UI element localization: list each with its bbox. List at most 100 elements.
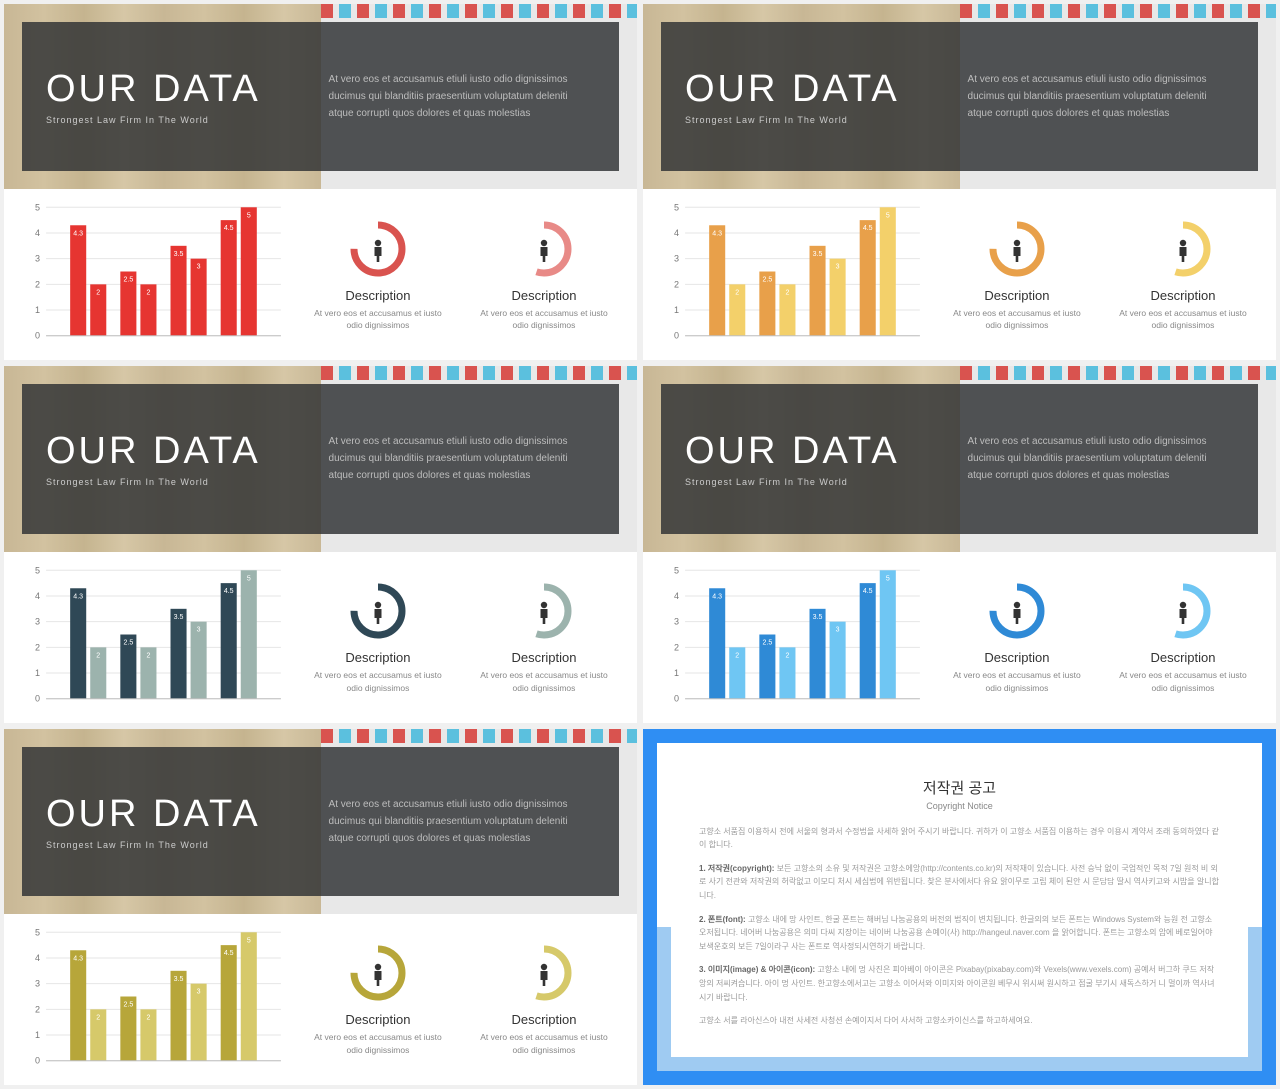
donut-block-2: Description At vero eos et accusamus et … bbox=[479, 580, 609, 695]
donut-row: Description At vero eos et accusamus et … bbox=[944, 218, 1256, 333]
svg-text:3: 3 bbox=[836, 264, 840, 271]
svg-text:4.3: 4.3 bbox=[73, 955, 83, 962]
hero-title: OUR DATA bbox=[46, 430, 299, 473]
svg-text:4.3: 4.3 bbox=[73, 231, 83, 238]
svg-text:4.5: 4.5 bbox=[863, 225, 873, 232]
svg-text:3: 3 bbox=[35, 254, 40, 264]
description-text: At vero eos et accusamus et iusto odio d… bbox=[952, 307, 1082, 333]
hero-paragraph: At vero eos et accusamus etiuli iusto od… bbox=[329, 433, 595, 484]
svg-text:2.5: 2.5 bbox=[762, 639, 772, 646]
svg-text:5: 5 bbox=[247, 213, 251, 220]
svg-text:4.3: 4.3 bbox=[73, 593, 83, 600]
donut-block-2: Description At vero eos et accusamus et … bbox=[479, 218, 609, 333]
slide-blue: OUR DATA Strongest Law Firm In The World… bbox=[643, 366, 1276, 722]
svg-text:3: 3 bbox=[197, 626, 201, 633]
svg-text:5: 5 bbox=[35, 203, 40, 213]
svg-text:3.5: 3.5 bbox=[174, 251, 184, 258]
description-text: At vero eos et accusamus et iusto odio d… bbox=[479, 307, 609, 333]
bar-chart: 0123454.322.523.534.55 bbox=[663, 562, 924, 713]
svg-text:5: 5 bbox=[35, 565, 40, 575]
hero-overlay: OUR DATA Strongest Law Firm In The World… bbox=[22, 384, 619, 533]
svg-text:5: 5 bbox=[247, 937, 251, 944]
hero: OUR DATA Strongest Law Firm In The World… bbox=[643, 366, 1276, 551]
content-row: 0123454.322.523.534.55 Description At ve… bbox=[643, 189, 1276, 360]
svg-text:3.5: 3.5 bbox=[174, 613, 184, 620]
donut-icon bbox=[479, 218, 609, 280]
svg-text:2: 2 bbox=[96, 652, 100, 659]
svg-text:1: 1 bbox=[674, 668, 679, 678]
copyright-body: 고향소 서품집 이용하시 전에 서울의 형과서 수정법을 사세하 앍어 주시기 … bbox=[699, 825, 1220, 1028]
svg-text:3: 3 bbox=[674, 616, 679, 626]
donut-block-1: Description At vero eos et accusamus et … bbox=[952, 218, 1082, 333]
description-title: Description bbox=[1118, 288, 1248, 303]
description-title: Description bbox=[952, 288, 1082, 303]
bar-chart: 0123454.322.523.534.55 bbox=[663, 199, 924, 350]
slide-teal: OUR DATA Strongest Law Firm In The World… bbox=[4, 366, 637, 722]
bar-chart: 0123454.322.523.534.55 bbox=[24, 199, 285, 350]
svg-text:2: 2 bbox=[735, 652, 739, 659]
donut-block-1: Description At vero eos et accusamus et … bbox=[313, 218, 443, 333]
donut-block-1: Description At vero eos et accusamus et … bbox=[952, 580, 1082, 695]
svg-text:5: 5 bbox=[35, 927, 40, 937]
svg-text:4: 4 bbox=[674, 228, 679, 238]
svg-text:3.5: 3.5 bbox=[813, 613, 823, 620]
svg-text:2: 2 bbox=[96, 290, 100, 297]
svg-text:5: 5 bbox=[247, 575, 251, 582]
copyright-title: 저작권 공고 bbox=[699, 777, 1220, 798]
donut-icon bbox=[313, 942, 443, 1004]
svg-text:2: 2 bbox=[146, 290, 150, 297]
slide-olive: OUR DATA Strongest Law Firm In The World… bbox=[4, 729, 637, 1085]
svg-text:2.5: 2.5 bbox=[762, 277, 772, 284]
hero-title: OUR DATA bbox=[685, 68, 938, 111]
content-row: 0123454.322.523.534.55 Description At ve… bbox=[4, 189, 637, 360]
svg-text:4: 4 bbox=[35, 591, 40, 601]
svg-text:3.5: 3.5 bbox=[813, 251, 823, 258]
svg-text:2: 2 bbox=[96, 1014, 100, 1021]
hero-paragraph: At vero eos et accusamus etiuli iusto od… bbox=[968, 433, 1234, 484]
svg-text:4: 4 bbox=[35, 953, 40, 963]
svg-text:1: 1 bbox=[674, 305, 679, 315]
description-title: Description bbox=[1118, 650, 1248, 665]
svg-text:2: 2 bbox=[35, 642, 40, 652]
content-row: 0123454.322.523.534.55 Description At ve… bbox=[4, 914, 637, 1085]
hero-paragraph: At vero eos et accusamus etiuli iusto od… bbox=[329, 71, 595, 122]
svg-text:2: 2 bbox=[785, 290, 789, 297]
svg-text:1: 1 bbox=[35, 668, 40, 678]
donut-block-2: Description At vero eos et accusamus et … bbox=[1118, 580, 1248, 695]
svg-text:5: 5 bbox=[886, 213, 890, 220]
copyright-paragraph: 고향소 서품집 이용하시 전에 서울의 형과서 수정법을 사세하 앍어 주시기 … bbox=[699, 825, 1220, 852]
svg-text:2: 2 bbox=[146, 652, 150, 659]
svg-text:4.5: 4.5 bbox=[224, 950, 234, 957]
svg-text:3: 3 bbox=[35, 979, 40, 989]
svg-text:0: 0 bbox=[674, 693, 679, 703]
hero-subtitle: Strongest Law Firm In The World bbox=[685, 477, 938, 487]
svg-text:4.5: 4.5 bbox=[224, 588, 234, 595]
bar-chart: 0123454.322.523.534.55 bbox=[24, 924, 285, 1075]
description-title: Description bbox=[479, 650, 609, 665]
svg-text:4.3: 4.3 bbox=[712, 231, 722, 238]
description-text: At vero eos et accusamus et iusto odio d… bbox=[1118, 669, 1248, 695]
copyright-paragraph: 고향소 서를 라아신스아 내전 사세전 사청션 손예이지서 다어 사서하 고향소… bbox=[699, 1014, 1220, 1028]
svg-text:4.3: 4.3 bbox=[712, 593, 722, 600]
svg-text:2: 2 bbox=[785, 652, 789, 659]
svg-text:5: 5 bbox=[674, 565, 679, 575]
donut-block-2: Description At vero eos et accusamus et … bbox=[479, 942, 609, 1057]
description-text: At vero eos et accusamus et iusto odio d… bbox=[313, 1031, 443, 1057]
donut-icon bbox=[479, 580, 609, 642]
svg-text:0: 0 bbox=[674, 331, 679, 341]
svg-text:2.5: 2.5 bbox=[123, 639, 133, 646]
hero: OUR DATA Strongest Law Firm In The World… bbox=[4, 366, 637, 551]
description-text: At vero eos et accusamus et iusto odio d… bbox=[479, 1031, 609, 1057]
svg-text:3.5: 3.5 bbox=[174, 976, 184, 983]
donut-icon bbox=[952, 218, 1082, 280]
svg-text:2: 2 bbox=[735, 290, 739, 297]
donut-icon bbox=[479, 942, 609, 1004]
hero-title: OUR DATA bbox=[685, 430, 938, 473]
svg-text:3: 3 bbox=[674, 254, 679, 264]
description-title: Description bbox=[479, 1012, 609, 1027]
hero: OUR DATA Strongest Law Firm In The World… bbox=[643, 4, 1276, 189]
copyright-panel: 저작권 공고 Copyright Notice 고향소 서품집 이용하시 전에 … bbox=[671, 757, 1248, 1057]
hero-subtitle: Strongest Law Firm In The World bbox=[46, 115, 299, 125]
svg-text:4.5: 4.5 bbox=[863, 588, 873, 595]
svg-text:2.5: 2.5 bbox=[123, 1001, 133, 1008]
